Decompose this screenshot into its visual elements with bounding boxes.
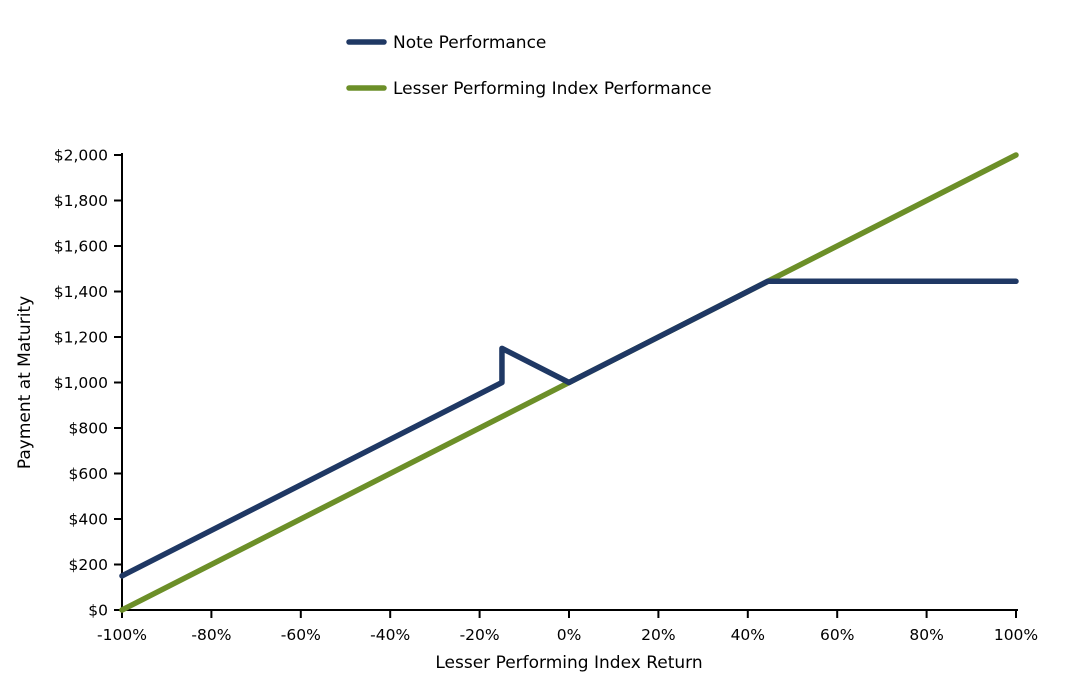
x-axis-title: Lesser Performing Index Return [435,653,702,673]
x-tick-label: -60% [281,626,321,644]
y-tick-label: $400 [69,511,108,529]
x-tick-label: -20% [460,626,500,644]
x-tick-label: 0% [557,626,582,644]
x-tick-label: 80% [909,626,943,644]
x-tick-label: -100% [97,626,147,644]
y-tick-label: $2,000 [54,147,108,165]
y-tick-label: $0 [88,602,108,620]
y-tick-label: $1,400 [54,283,108,301]
x-tick-label: 40% [731,626,765,644]
x-tick-label: 20% [641,626,675,644]
x-tick-label: 100% [994,626,1038,644]
x-tick-label: 60% [820,626,854,644]
y-tick-label: $600 [69,465,108,483]
y-tick-label: $1,600 [54,238,108,256]
legend-label-1: Note Performance [393,33,546,53]
y-axis-title: Payment at Maturity [15,296,35,469]
y-tick-label: $200 [69,556,108,574]
legend-label-2: Lesser Performing Index Performance [393,79,712,99]
x-tick-label: -80% [191,626,231,644]
y-tick-label: $800 [69,420,108,438]
y-tick-label: $1,200 [54,329,108,347]
x-tick-label: -40% [370,626,410,644]
y-tick-label: $1,000 [54,374,108,392]
note-performance-line [119,278,1019,579]
y-tick-label: $1,800 [54,192,108,210]
